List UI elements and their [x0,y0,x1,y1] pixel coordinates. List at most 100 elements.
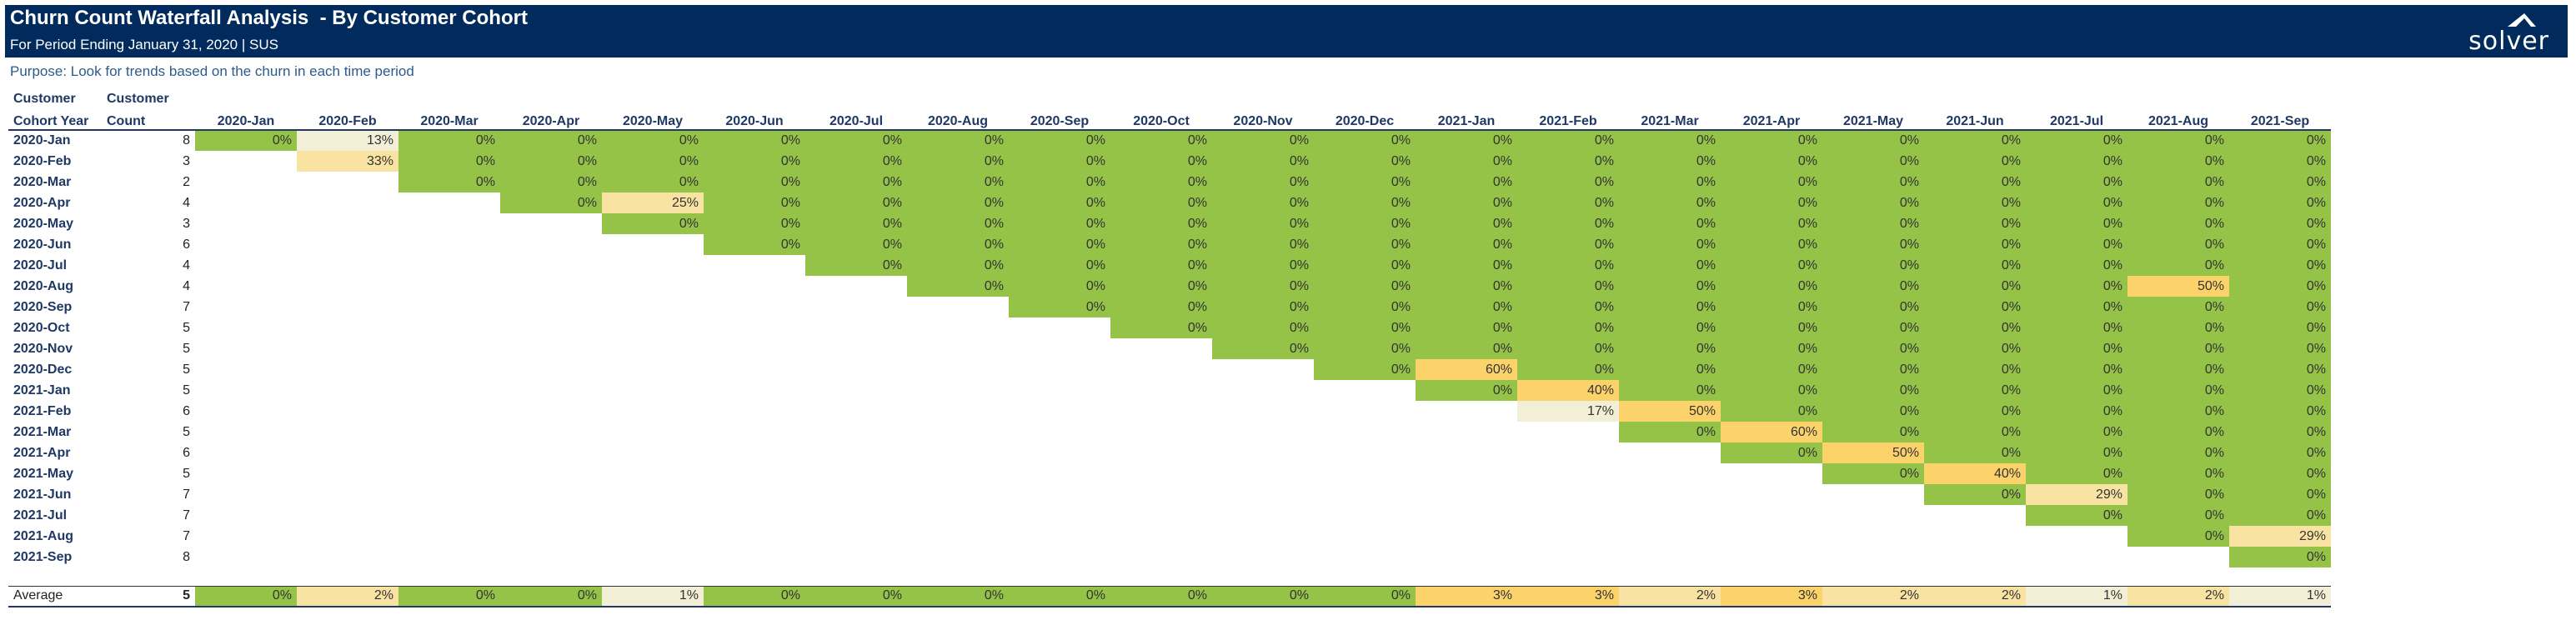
churn-cell[interactable]: 0% [1314,359,1416,380]
churn-cell[interactable]: 0% [805,234,907,255]
churn-cell[interactable]: 0% [1314,151,1416,172]
churn-cell[interactable]: 0% [1517,192,1619,213]
churn-cell[interactable]: 0% [1721,192,1822,213]
churn-cell[interactable]: 0% [2127,297,2229,318]
average-cell[interactable]: 1% [602,585,704,608]
churn-cell[interactable]: 0% [2026,255,2127,276]
churn-cell[interactable]: 0% [2229,234,2331,255]
churn-cell[interactable]: 25% [602,192,704,213]
average-cell[interactable]: 2% [1924,585,2026,608]
churn-cell[interactable]: 0% [500,151,602,172]
churn-cell[interactable]: 0% [1619,297,1721,318]
churn-cell[interactable]: 17% [1517,401,1619,422]
churn-cell[interactable]: 0% [2127,526,2229,547]
churn-cell[interactable]: 0% [1110,213,1212,234]
churn-cell[interactable]: 0% [1212,297,1314,318]
churn-cell[interactable]: 0% [1924,401,2026,422]
churn-cell[interactable]: 0% [2026,192,2127,213]
churn-cell[interactable]: 0% [1416,255,1517,276]
churn-cell[interactable]: 0% [195,130,297,151]
churn-cell[interactable]: 0% [1212,318,1314,338]
churn-cell[interactable]: 0% [2127,359,2229,380]
churn-cell[interactable]: 0% [1721,213,1822,234]
average-cell[interactable]: 0% [1110,585,1212,608]
churn-cell[interactable]: 40% [1517,380,1619,401]
churn-cell[interactable]: 0% [1924,192,2026,213]
churn-cell[interactable]: 0% [1314,213,1416,234]
churn-cell[interactable]: 0% [2127,463,2229,484]
churn-cell[interactable]: 0% [907,213,1009,234]
churn-cell[interactable]: 0% [1212,338,1314,359]
churn-cell[interactable]: 0% [2229,484,2331,505]
churn-cell[interactable]: 0% [500,172,602,192]
churn-cell[interactable]: 0% [1721,401,1822,422]
churn-cell[interactable]: 0% [1517,318,1619,338]
average-cell[interactable]: 2% [1619,585,1721,608]
average-cell[interactable]: 2% [1822,585,1924,608]
churn-cell[interactable]: 0% [2127,192,2229,213]
churn-cell[interactable]: 0% [2127,151,2229,172]
churn-cell[interactable]: 0% [2026,151,2127,172]
churn-cell[interactable]: 0% [2026,338,2127,359]
churn-cell[interactable]: 0% [1314,338,1416,359]
churn-cell[interactable]: 0% [805,192,907,213]
churn-cell[interactable]: 0% [1212,151,1314,172]
churn-cell[interactable]: 0% [1721,255,1822,276]
churn-cell[interactable]: 0% [805,255,907,276]
churn-cell[interactable]: 0% [907,234,1009,255]
churn-cell[interactable]: 0% [704,172,805,192]
churn-cell[interactable]: 0% [1721,442,1822,463]
average-cell[interactable]: 1% [2229,585,2331,608]
churn-cell[interactable]: 0% [2127,338,2229,359]
churn-cell[interactable]: 0% [1110,151,1212,172]
churn-cell[interactable]: 33% [297,151,398,172]
churn-cell[interactable]: 0% [1822,234,1924,255]
churn-cell[interactable]: 0% [805,213,907,234]
churn-cell[interactable]: 0% [1314,276,1416,297]
churn-cell[interactable]: 0% [1924,318,2026,338]
churn-cell[interactable]: 0% [2127,380,2229,401]
average-cell[interactable]: 0% [398,585,500,608]
churn-cell[interactable]: 0% [2127,401,2229,422]
churn-cell[interactable]: 0% [1110,297,1212,318]
churn-cell[interactable]: 0% [1721,297,1822,318]
churn-cell[interactable]: 0% [1416,380,1517,401]
churn-cell[interactable]: 0% [1416,234,1517,255]
churn-cell[interactable]: 0% [2026,318,2127,338]
churn-cell[interactable]: 0% [1924,213,2026,234]
churn-cell[interactable]: 0% [1416,130,1517,151]
churn-cell[interactable]: 0% [2127,422,2229,442]
churn-cell[interactable]: 0% [1517,234,1619,255]
churn-cell[interactable]: 50% [2127,276,2229,297]
churn-cell[interactable]: 0% [704,192,805,213]
churn-cell[interactable]: 0% [1212,234,1314,255]
churn-cell[interactable]: 0% [1314,192,1416,213]
churn-cell[interactable]: 0% [2026,234,2127,255]
churn-cell[interactable]: 0% [1517,276,1619,297]
churn-cell[interactable]: 0% [2127,130,2229,151]
average-cell[interactable]: 0% [1314,585,1416,608]
churn-cell[interactable]: 0% [2026,130,2127,151]
churn-cell[interactable]: 0% [1822,192,1924,213]
churn-cell[interactable]: 0% [1009,255,1110,276]
churn-cell[interactable]: 0% [2229,276,2331,297]
churn-cell[interactable]: 0% [2229,401,2331,422]
churn-cell[interactable]: 0% [1822,318,1924,338]
churn-cell[interactable]: 40% [1924,463,2026,484]
churn-cell[interactable]: 0% [1924,297,2026,318]
churn-cell[interactable]: 0% [907,192,1009,213]
churn-cell[interactable]: 0% [1822,359,1924,380]
churn-cell[interactable]: 50% [1619,401,1721,422]
churn-cell[interactable]: 0% [1212,276,1314,297]
churn-cell[interactable]: 0% [1619,130,1721,151]
churn-cell[interactable]: 0% [2229,318,2331,338]
churn-cell[interactable]: 0% [1517,172,1619,192]
churn-cell[interactable]: 0% [602,213,704,234]
churn-cell[interactable]: 0% [1822,422,1924,442]
churn-cell[interactable]: 0% [2229,505,2331,526]
churn-cell[interactable]: 0% [2229,380,2331,401]
churn-cell[interactable]: 0% [2026,213,2127,234]
churn-cell[interactable]: 0% [398,172,500,192]
churn-cell[interactable]: 0% [1924,442,2026,463]
churn-cell[interactable]: 0% [1314,318,1416,338]
